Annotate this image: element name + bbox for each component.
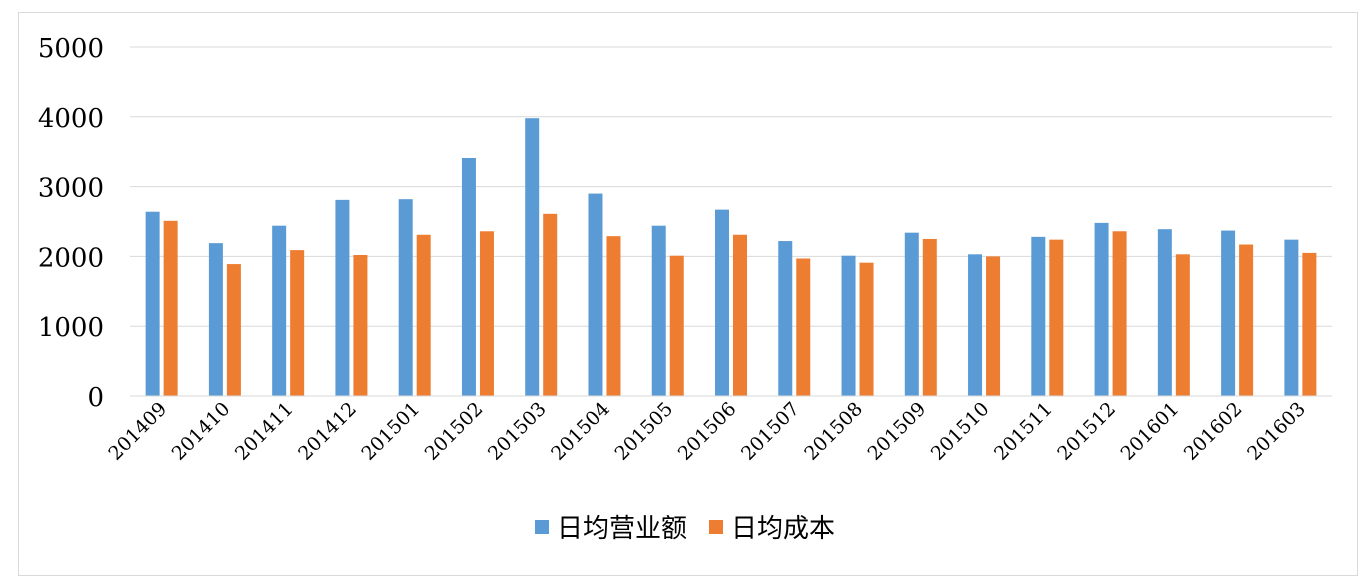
bar-series-2-201411 xyxy=(290,250,305,396)
legend-label-series-1: 日均营业额 xyxy=(556,514,687,544)
y-tick-label: 0 xyxy=(87,383,104,413)
x-tick-label: 201410 xyxy=(168,398,235,465)
bar-series-1-201503 xyxy=(525,118,540,397)
y-tick-label: 2000 xyxy=(38,243,104,273)
bar-series-2-201507 xyxy=(796,258,811,396)
bar-series-2-201603 xyxy=(1302,252,1317,396)
bar-series-1-201601 xyxy=(1157,229,1172,396)
bar-series-1-201409 xyxy=(145,211,160,396)
x-tick-label: 201505 xyxy=(610,398,677,465)
bar-series-2-201602 xyxy=(1239,244,1254,396)
legend-swatch-series-2 xyxy=(709,519,723,534)
bar-series-1-201507 xyxy=(778,241,793,396)
x-tick-label: 201409 xyxy=(104,398,171,465)
bar-series-2-201501 xyxy=(416,234,431,396)
bar-series-2-201601 xyxy=(1175,254,1190,396)
bar-series-1-201512 xyxy=(1094,222,1109,396)
bar-series-2-201508 xyxy=(859,262,874,396)
y-tick-label: 4000 xyxy=(38,104,104,134)
x-tick-label: 201507 xyxy=(737,398,804,465)
legend-label-series-2: 日均成本 xyxy=(731,514,836,544)
chart-frame xyxy=(18,12,1358,576)
bar-series-2-201412 xyxy=(353,255,368,396)
bar-series-2-201502 xyxy=(479,231,494,396)
x-tick-label: 201509 xyxy=(863,398,930,465)
gridlines xyxy=(130,46,1332,327)
bar-series-1-201511 xyxy=(1031,236,1046,396)
bar-series-2-201503 xyxy=(543,213,558,396)
x-axis-ticks: 2014092014102014112014122015012015022015… xyxy=(104,398,1310,465)
bar-series-1-201411 xyxy=(272,225,287,396)
x-tick-label: 201412 xyxy=(294,398,361,465)
bar-series-2-201509 xyxy=(922,238,937,396)
y-tick-label: 1000 xyxy=(38,313,104,343)
x-tick-label: 201602 xyxy=(1180,398,1247,465)
x-tick-label: 201511 xyxy=(990,398,1057,465)
x-tick-label: 201508 xyxy=(800,398,867,465)
bar-series-2-201410 xyxy=(226,264,241,396)
legend-swatch-series-1 xyxy=(534,519,549,534)
bar-series-1-201602 xyxy=(1221,230,1236,396)
bar-series-1-201412 xyxy=(335,199,350,396)
bar-series-1-201509 xyxy=(904,232,919,396)
x-tick-label: 201504 xyxy=(547,398,614,465)
bar-series-1-201508 xyxy=(841,255,856,396)
bar-series-1-201410 xyxy=(208,243,223,396)
bar-series-2-201505 xyxy=(669,255,684,396)
bars xyxy=(145,118,1317,397)
x-tick-label: 201503 xyxy=(484,398,551,465)
x-tick-label: 201510 xyxy=(927,398,994,465)
x-tick-label: 201603 xyxy=(1243,398,1310,465)
x-tick-label: 201501 xyxy=(357,398,424,465)
bar-series-1-201502 xyxy=(461,157,476,396)
bar-series-2-201512 xyxy=(1112,231,1127,396)
legend: 日均营业额 日均成本 xyxy=(0,508,1370,545)
bar-series-1-201505 xyxy=(651,225,666,396)
bar-series-2-201409 xyxy=(163,220,178,396)
legend-item-series-1: 日均营业额 xyxy=(534,508,687,545)
bar-series-1-201504 xyxy=(588,193,603,396)
x-tick-label: 201411 xyxy=(231,398,298,465)
bar-series-1-201603 xyxy=(1284,239,1299,396)
bar-series-2-201506 xyxy=(733,234,747,396)
y-tick-label: 5000 xyxy=(38,34,104,64)
x-tick-label: 201502 xyxy=(421,398,488,465)
legend-item-series-2: 日均成本 xyxy=(709,508,835,545)
x-tick-label: 201601 xyxy=(1117,398,1184,465)
bar-series-1-201506 xyxy=(715,209,729,396)
x-tick-label: 201512 xyxy=(1053,398,1120,465)
bar-series-1-201501 xyxy=(398,199,413,396)
x-tick-label: 201506 xyxy=(674,398,741,465)
y-axis-ticks: 0 1000 2000 3000 4000 5000 xyxy=(38,34,104,413)
bar-series-1-201510 xyxy=(968,254,983,396)
bar-series-2-201511 xyxy=(1049,239,1064,396)
bar-series-2-201510 xyxy=(986,256,1001,396)
bar-series-2-201504 xyxy=(606,236,621,396)
y-tick-label: 3000 xyxy=(38,174,104,204)
